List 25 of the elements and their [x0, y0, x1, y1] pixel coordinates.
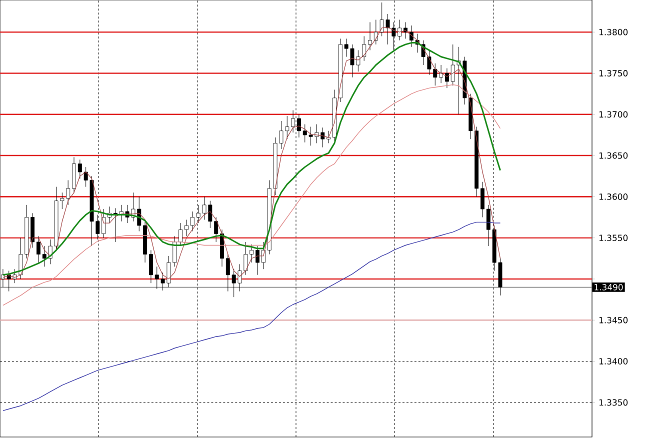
candlestick [480, 182, 484, 218]
candlestick [256, 246, 260, 276]
candlestick [178, 222, 183, 246]
candlestick [36, 236, 40, 263]
y-tick-label: 1.3700 [599, 111, 628, 118]
candlestick [148, 250, 153, 284]
y-tick-label: 1.3600 [599, 193, 628, 200]
ref-line-label: 1.3490 [594, 284, 623, 290]
candlestick [409, 25, 414, 48]
candlestick [368, 22, 372, 50]
candlestick [444, 68, 449, 88]
candlestick [261, 242, 266, 270]
candlestick [296, 114, 301, 138]
candlestick [362, 36, 366, 62]
y-tick-label: 1.3450 [599, 316, 628, 324]
candlestick [291, 110, 296, 133]
candlestick [184, 219, 188, 236]
y-tick-label: 1.3750 [599, 70, 628, 76]
y-tick-label: 1.3400 [599, 358, 628, 364]
y-tick-label: 1.3550 [599, 234, 628, 242]
candlestick [439, 64, 444, 84]
candlestick [326, 130, 331, 144]
y-tick-label: 1.3350 [599, 399, 628, 406]
y-tick-label: 1.3650 [599, 152, 628, 159]
y-tick-label: 1.3800 [599, 28, 628, 36]
